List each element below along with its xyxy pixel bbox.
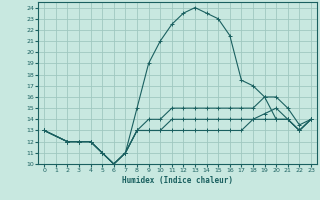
X-axis label: Humidex (Indice chaleur): Humidex (Indice chaleur): [122, 176, 233, 185]
